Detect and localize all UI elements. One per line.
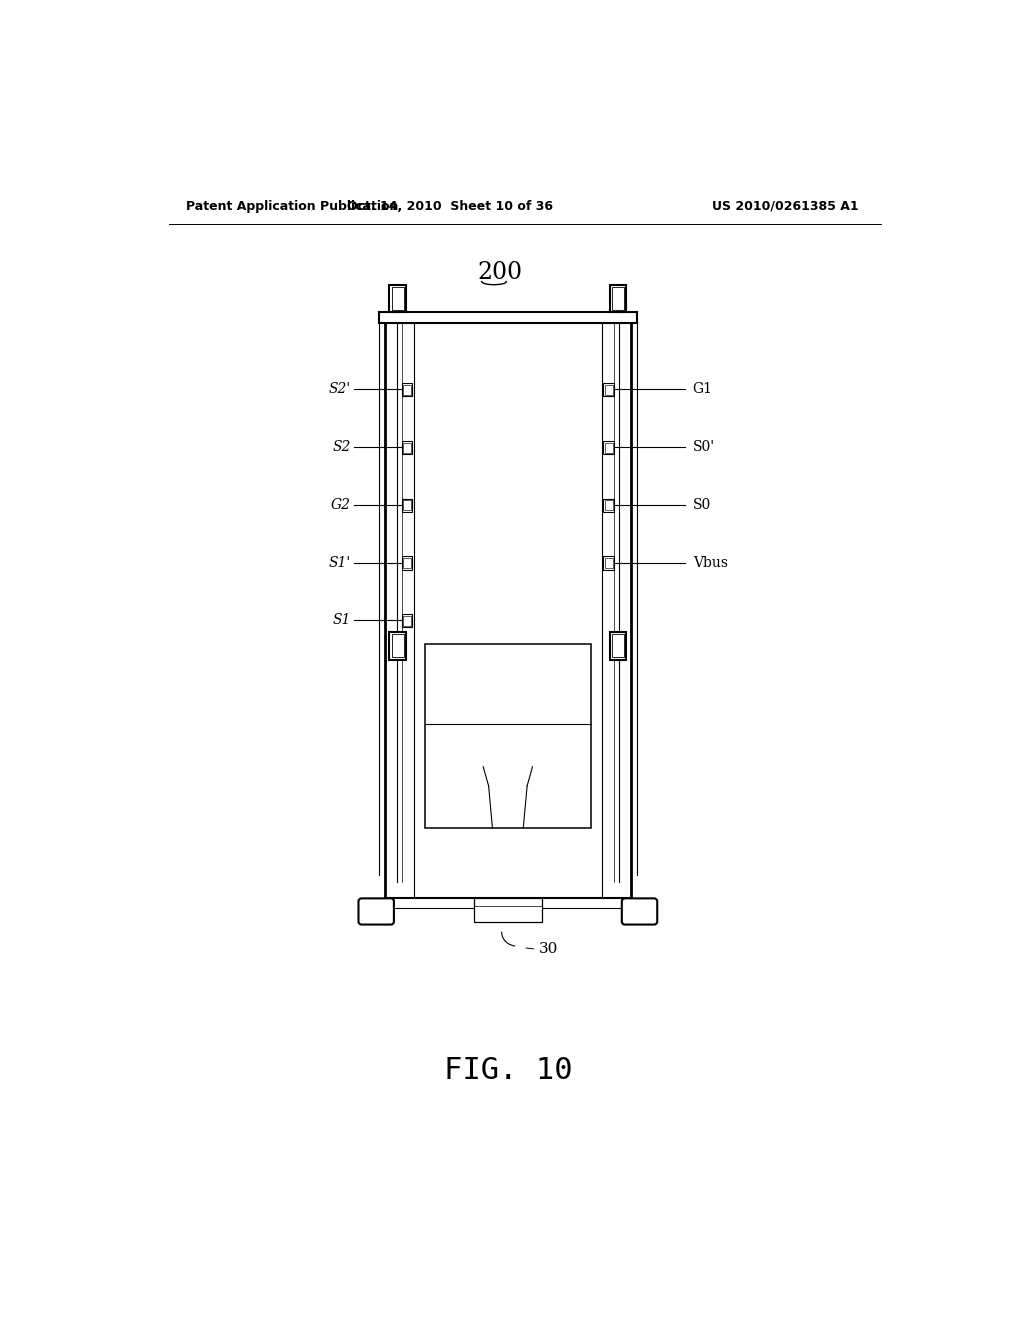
FancyBboxPatch shape <box>358 899 394 924</box>
Bar <box>425 644 591 829</box>
Bar <box>389 632 407 660</box>
Bar <box>401 441 413 454</box>
Bar <box>391 286 403 310</box>
Bar <box>474 898 542 923</box>
Text: S1': S1' <box>329 556 351 570</box>
Bar <box>605 500 612 511</box>
Text: 200: 200 <box>477 261 522 284</box>
Bar <box>609 632 627 660</box>
Text: S0': S0' <box>692 440 715 454</box>
Bar <box>611 635 625 657</box>
Text: G2: G2 <box>331 498 351 512</box>
Bar <box>403 500 411 511</box>
Bar <box>403 558 411 568</box>
Bar <box>605 385 612 395</box>
FancyBboxPatch shape <box>622 899 657 924</box>
Bar <box>389 285 407 313</box>
Text: S2': S2' <box>329 383 351 396</box>
Text: G1: G1 <box>692 383 713 396</box>
Bar <box>401 614 413 627</box>
Bar <box>605 558 612 568</box>
Text: 30: 30 <box>539 942 558 956</box>
Bar <box>605 442 612 453</box>
Bar <box>603 383 614 396</box>
Text: US 2010/0261385 A1: US 2010/0261385 A1 <box>712 199 858 213</box>
Bar <box>603 557 614 570</box>
Bar <box>401 557 413 570</box>
Bar <box>603 441 614 454</box>
Bar <box>403 442 411 453</box>
Bar <box>603 499 614 512</box>
Bar <box>609 285 627 313</box>
Text: FIG. 10: FIG. 10 <box>443 1056 572 1085</box>
Text: Oct. 14, 2010  Sheet 10 of 36: Oct. 14, 2010 Sheet 10 of 36 <box>347 199 553 213</box>
Bar <box>611 286 625 310</box>
Text: S1: S1 <box>333 614 351 627</box>
Bar <box>401 383 413 396</box>
Text: Vbus: Vbus <box>692 556 728 570</box>
Bar <box>403 615 411 626</box>
Text: S2: S2 <box>333 440 351 454</box>
Bar <box>403 385 411 395</box>
Bar <box>391 635 403 657</box>
Text: Patent Application Publication: Patent Application Publication <box>186 199 398 213</box>
Bar <box>401 499 413 512</box>
Text: S0: S0 <box>692 498 711 512</box>
